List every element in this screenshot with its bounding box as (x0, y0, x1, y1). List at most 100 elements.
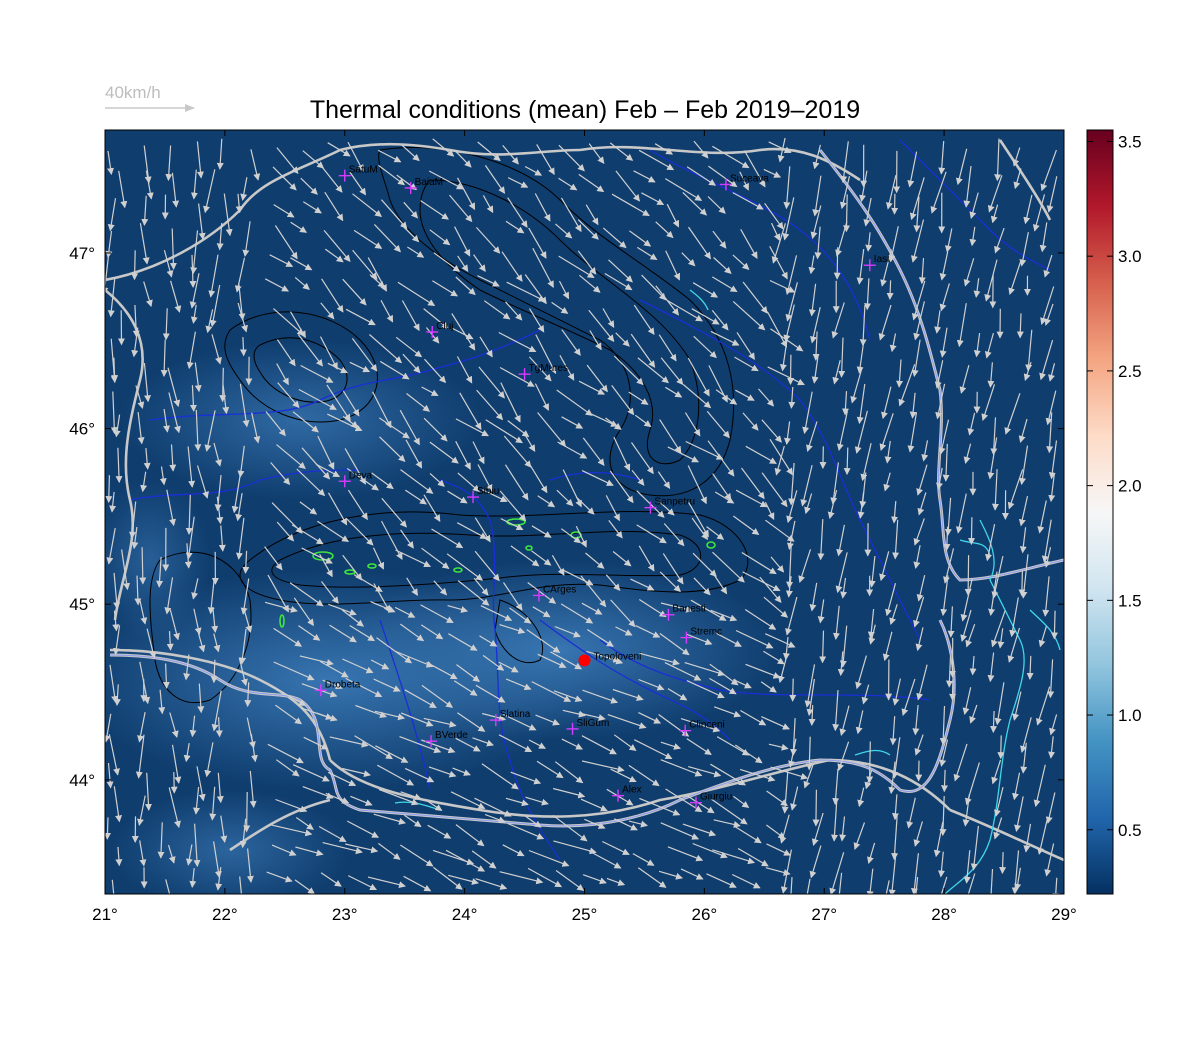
wind-arrow (712, 230, 727, 249)
city-drobeta: Drobeta (314, 679, 361, 697)
wind-arrow (731, 873, 761, 889)
wind-arrow (1012, 147, 1021, 167)
wind-arrow (968, 517, 976, 546)
wind-arrow (909, 392, 917, 419)
wind-arrow (984, 332, 994, 359)
wind-arrow (810, 306, 821, 344)
wind-arrow (532, 247, 554, 288)
wind-arrow (604, 656, 624, 665)
wind-arrow (404, 689, 437, 709)
wind-arrow (688, 766, 722, 778)
wind-arrow (294, 276, 310, 290)
wind-arrow (459, 392, 482, 431)
wind-arrow (428, 766, 457, 778)
wind-arrow (628, 391, 649, 405)
wind-arrow (891, 816, 899, 861)
wind-arrow (798, 549, 812, 583)
wind-arrow (832, 360, 841, 385)
wind-arrow (320, 302, 335, 320)
wind-arrow (733, 795, 750, 808)
wind-arrow (967, 412, 976, 436)
wind-arrow (1048, 736, 1056, 759)
wind-arrow (302, 786, 334, 800)
wind-arrow (602, 840, 630, 855)
wind-arrow (216, 222, 224, 251)
wind-arrow (817, 599, 825, 624)
wind-arrow (808, 255, 816, 275)
wind-arrow (910, 853, 919, 894)
wind-arrow (889, 604, 898, 626)
wind-arrow (688, 226, 711, 260)
wind-arrow (275, 759, 300, 777)
wind-arrow (940, 575, 949, 617)
wind-arrow (185, 516, 195, 560)
wind-arrow (484, 165, 506, 194)
wind-arrow (779, 335, 789, 372)
wind-arrow (139, 599, 148, 625)
wind-arrow (690, 599, 727, 621)
wind-arrow (739, 768, 776, 782)
wind-arrow (561, 416, 584, 429)
wind-arrow (347, 489, 368, 521)
plain-shading-south (110, 790, 350, 894)
wind-arrow (121, 549, 131, 591)
wind-arrow (378, 164, 405, 186)
wind-arrow (744, 608, 777, 630)
wind-arrow (973, 278, 981, 298)
wind-arrow (483, 300, 511, 320)
wind-arrow (378, 842, 401, 860)
wind-arrow (400, 712, 434, 727)
wind-arrow (660, 741, 681, 750)
contour-banat-mountains (149, 551, 252, 704)
wind-arrow (170, 280, 182, 313)
wind-arrow (326, 384, 351, 422)
city-label: CArges (543, 584, 576, 595)
wind-arrow (1038, 626, 1047, 648)
wind-arrow (561, 329, 581, 356)
wind-arrow (250, 149, 261, 181)
city-label: SliGum (577, 718, 610, 729)
wind-arrow (991, 469, 999, 511)
wind-arrow (1041, 519, 1052, 563)
wind-arrow (457, 472, 480, 493)
lon-tick-label: 29° (1051, 905, 1077, 924)
wind-arrow (1018, 495, 1029, 527)
wind-arrow (223, 193, 233, 237)
wind-arrow (472, 441, 485, 465)
wind-arrow (631, 470, 645, 486)
wind-arrow (134, 575, 142, 606)
wind-arrow (686, 738, 712, 756)
wind-arrow (889, 716, 897, 746)
wind-arrow (381, 497, 407, 528)
city-label: BaiaM (415, 177, 443, 188)
wind-arrow (1049, 714, 1058, 736)
wind-arrow (735, 489, 768, 508)
wind-arrow (406, 577, 418, 597)
wind-arrow (766, 790, 788, 807)
wind-arrow (452, 327, 474, 340)
wind-arrow (169, 228, 177, 270)
wind-arrow (778, 656, 788, 684)
wind-arrow (105, 817, 111, 840)
wind-arrow (884, 440, 892, 464)
wind-arrow (475, 226, 501, 254)
wind-arrow (420, 604, 454, 624)
city-label: Slatina (500, 709, 531, 720)
wind-arrow (578, 712, 606, 721)
wind-arrow (420, 200, 449, 220)
wind-arrow (918, 258, 926, 285)
wind-arrow (456, 356, 473, 384)
wind-arrow (482, 195, 494, 214)
wind-arrow (761, 716, 790, 730)
wind-arrow (169, 444, 177, 472)
wind-arrow (682, 191, 708, 216)
wind-arrow (864, 770, 873, 790)
wind-arrow (835, 221, 848, 257)
wind-arrow (420, 624, 444, 640)
wind-arrow (1045, 390, 1057, 426)
wind-arrow (786, 544, 794, 589)
wind-arrow (768, 743, 789, 751)
wind-arrow (421, 547, 450, 569)
wind-arrow (769, 279, 796, 293)
wind-arrow (235, 517, 245, 560)
